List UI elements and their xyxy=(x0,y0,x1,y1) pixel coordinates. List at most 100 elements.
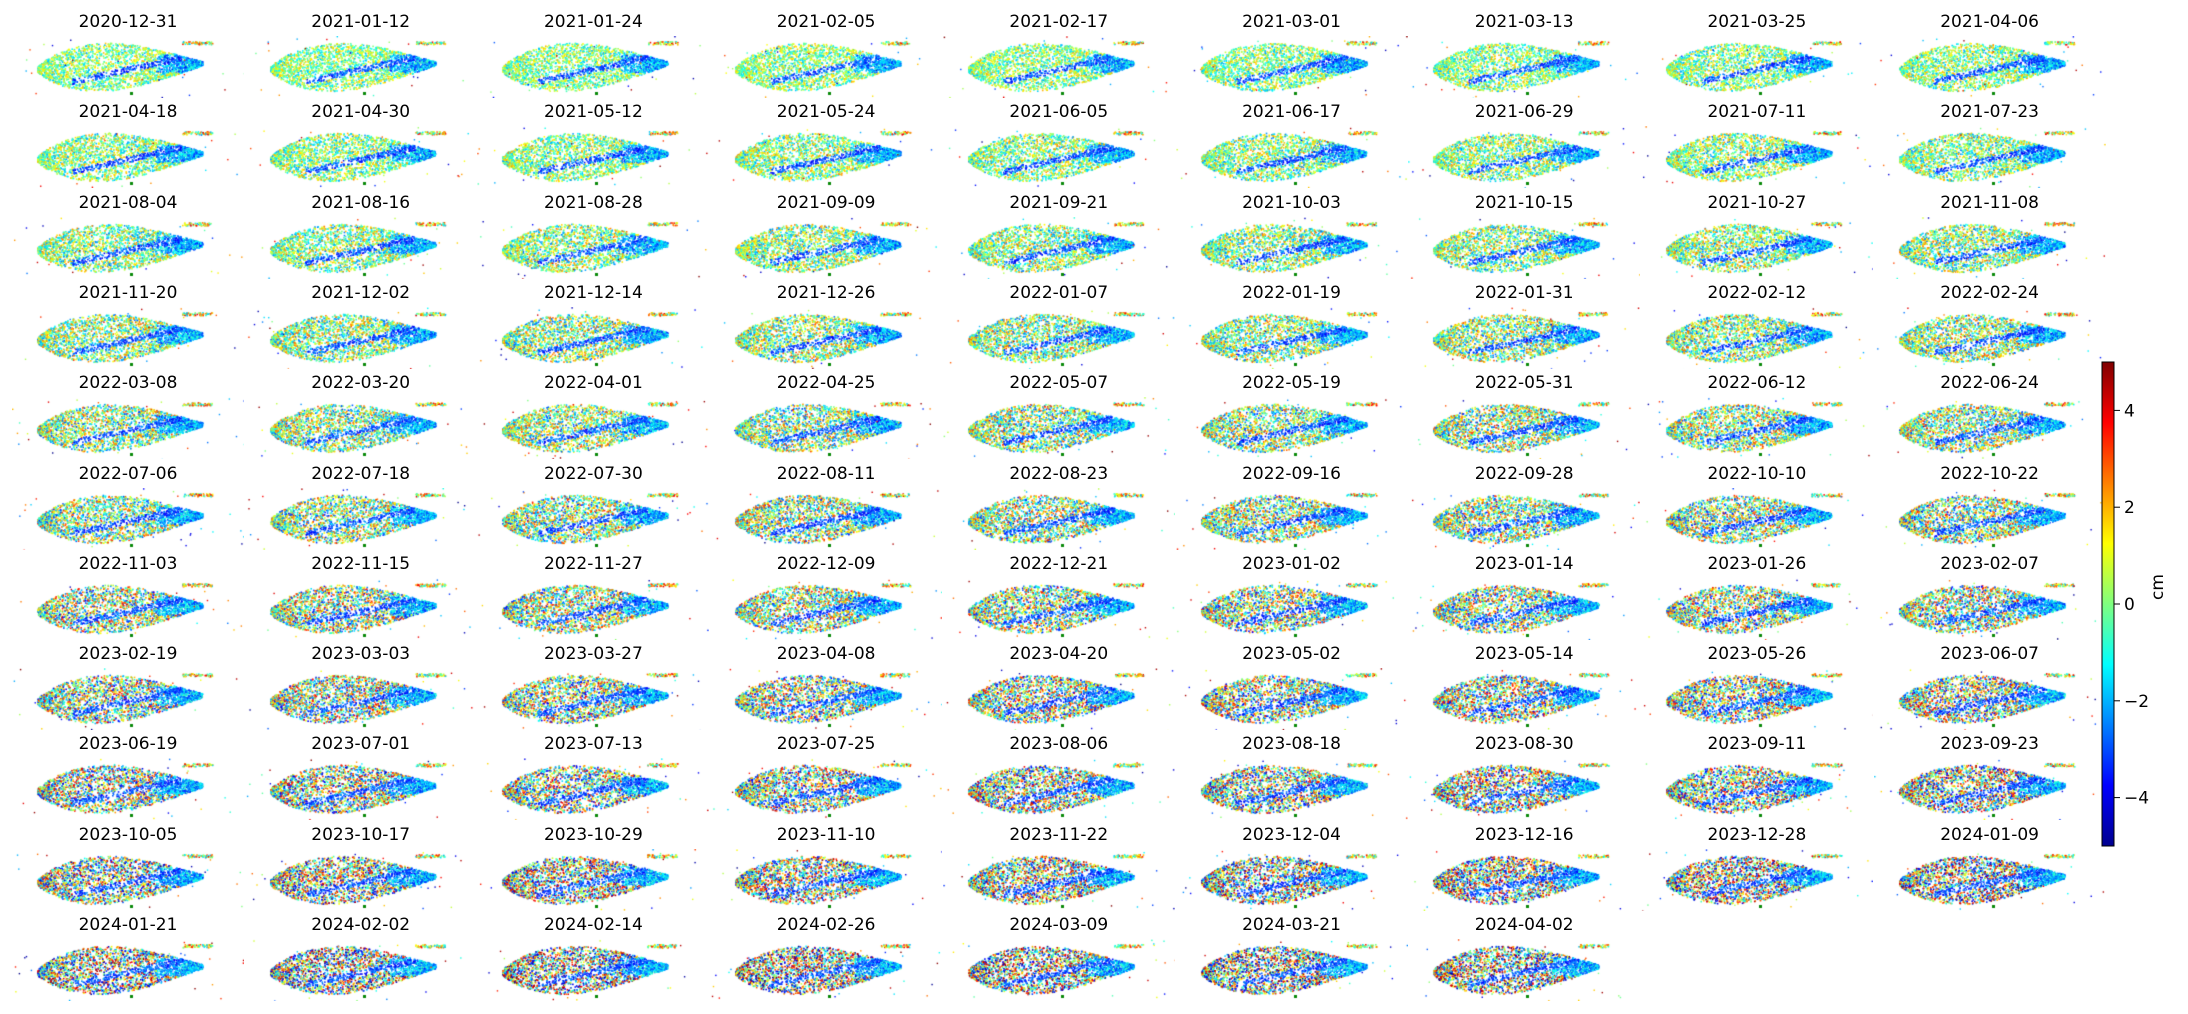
displacement-map xyxy=(710,668,943,731)
displacement-map xyxy=(477,126,710,189)
panel-date-title: 2022-07-06 xyxy=(78,463,178,484)
map-panel: 2021-08-16 xyxy=(244,192,477,282)
panel-date-title: 2021-06-05 xyxy=(1009,102,1109,123)
map-panel: 2023-11-10 xyxy=(710,824,943,914)
map-panel: 2024-02-02 xyxy=(244,914,477,1004)
displacement-map xyxy=(1175,397,1408,460)
panel-date-title: 2023-02-19 xyxy=(78,644,178,665)
panel-date-title: 2021-09-21 xyxy=(1009,192,1109,213)
panel-date-title: 2021-11-20 xyxy=(78,282,178,303)
displacement-map xyxy=(1175,939,1408,1001)
map-panel: 2022-11-27 xyxy=(477,553,710,643)
panel-date-title: 2023-07-01 xyxy=(311,734,411,755)
map-panel: 2021-01-12 xyxy=(244,11,477,101)
displacement-map xyxy=(1873,848,2106,911)
map-panel: 2021-03-13 xyxy=(1408,11,1641,101)
panel-date-title: 2021-12-26 xyxy=(776,282,876,303)
colorbar-tick-label: 0 xyxy=(2124,595,2135,615)
map-panel: 2022-10-10 xyxy=(1640,463,1873,553)
panel-date-title: 2023-08-18 xyxy=(1242,734,1341,755)
displacement-map xyxy=(1873,758,2106,821)
panel-date-title: 2022-05-19 xyxy=(1242,373,1341,394)
displacement-map xyxy=(1408,487,1641,550)
map-panel: 2022-09-28 xyxy=(1408,463,1641,553)
panel-date-title: 2023-03-27 xyxy=(543,644,643,665)
displacement-map xyxy=(942,939,1175,1001)
displacement-map xyxy=(710,397,943,460)
map-panel: 2021-02-05 xyxy=(710,11,943,101)
panel-date-title: 2023-07-25 xyxy=(776,734,876,755)
panel-date-title: 2021-04-30 xyxy=(311,102,411,123)
displacement-map xyxy=(244,848,477,911)
panel-date-title: 2023-11-10 xyxy=(776,824,876,845)
panel-date-title: 2021-07-11 xyxy=(1707,102,1807,123)
panel-date-title: 2024-02-14 xyxy=(543,915,643,935)
panel-date-title: 2024-02-26 xyxy=(776,915,876,935)
displacement-map xyxy=(1408,397,1641,460)
displacement-map xyxy=(942,487,1175,550)
panel-date-title: 2023-06-07 xyxy=(1940,644,2039,665)
panel-date-title: 2022-06-24 xyxy=(1940,373,2039,394)
displacement-map xyxy=(1873,36,2106,98)
panel-date-title: 2022-06-12 xyxy=(1707,373,1807,394)
panel-date-title: 2022-11-27 xyxy=(543,553,643,574)
panel-date-title: 2024-01-09 xyxy=(1940,824,2039,845)
map-panel: 2022-03-20 xyxy=(244,372,477,462)
displacement-map xyxy=(942,126,1175,189)
panel-date-title: 2022-03-08 xyxy=(78,373,178,394)
displacement-map xyxy=(1640,668,1873,731)
map-panel: 2022-09-16 xyxy=(1175,463,1408,553)
panel-date-title: 2023-04-20 xyxy=(1009,644,1109,665)
displacement-map xyxy=(1640,487,1873,550)
map-panel: 2021-03-01 xyxy=(1175,11,1408,101)
map-panel: 2021-11-08 xyxy=(1873,192,2106,282)
panel-date-title: 2021-12-14 xyxy=(543,282,643,303)
panel-date-title: 2023-05-02 xyxy=(1242,644,1341,665)
panel-date-title: 2022-05-07 xyxy=(1009,373,1109,394)
map-panel: 2023-09-23 xyxy=(1873,733,2106,823)
displacement-map xyxy=(244,487,477,550)
panel-date-title: 2022-01-31 xyxy=(1474,282,1574,303)
map-panel: 2023-04-08 xyxy=(710,643,943,733)
map-panel: 2021-06-29 xyxy=(1408,101,1641,191)
map-panel: 2021-12-26 xyxy=(710,282,943,372)
panel-date-title: 2021-04-06 xyxy=(1940,12,2039,32)
displacement-map xyxy=(12,126,244,189)
panel-date-title: 2022-07-30 xyxy=(543,463,643,484)
displacement-map xyxy=(710,758,943,821)
panel-date-title: 2023-04-08 xyxy=(776,644,876,665)
panel-date-title: 2022-05-31 xyxy=(1474,373,1574,394)
map-panel: 2023-05-02 xyxy=(1175,643,1408,733)
panel-date-title: 2023-03-03 xyxy=(311,644,411,665)
panel-date-title: 2023-08-30 xyxy=(1474,734,1574,755)
panel-date-title: 2021-10-03 xyxy=(1242,192,1341,213)
panel-date-title: 2020-12-31 xyxy=(78,12,178,32)
map-panel: 2023-11-22 xyxy=(942,824,1175,914)
displacement-map xyxy=(1640,126,1873,189)
map-panel: 2022-07-18 xyxy=(244,463,477,553)
map-panel: 2022-05-19 xyxy=(1175,372,1408,462)
panel-date-title: 2021-08-04 xyxy=(78,192,178,213)
map-panel: 2023-02-19 xyxy=(12,643,244,733)
panel-date-title: 2023-09-23 xyxy=(1940,734,2039,755)
map-panel: 2022-04-01 xyxy=(477,372,710,462)
panel-date-title: 2022-09-28 xyxy=(1474,463,1574,484)
panel-date-title: 2021-08-28 xyxy=(543,192,643,213)
map-panel: 2021-09-21 xyxy=(942,192,1175,282)
displacement-map xyxy=(477,397,710,460)
displacement-map xyxy=(710,939,943,1001)
displacement-map xyxy=(477,939,710,1001)
displacement-map xyxy=(477,668,710,731)
map-panel: 2023-03-27 xyxy=(477,643,710,733)
panel-date-title: 2021-01-24 xyxy=(543,12,643,32)
displacement-map xyxy=(942,306,1175,369)
displacement-map xyxy=(942,758,1175,821)
displacement-map xyxy=(244,939,477,1001)
map-panel: 2023-02-07 xyxy=(1873,553,2106,643)
map-panel: 2023-06-07 xyxy=(1873,643,2106,733)
map-panel: 2022-01-07 xyxy=(942,282,1175,372)
map-panel: 2023-12-28 xyxy=(1640,824,1873,914)
map-panel: 2024-01-09 xyxy=(1873,824,2106,914)
panel-date-title: 2022-04-01 xyxy=(543,373,643,394)
